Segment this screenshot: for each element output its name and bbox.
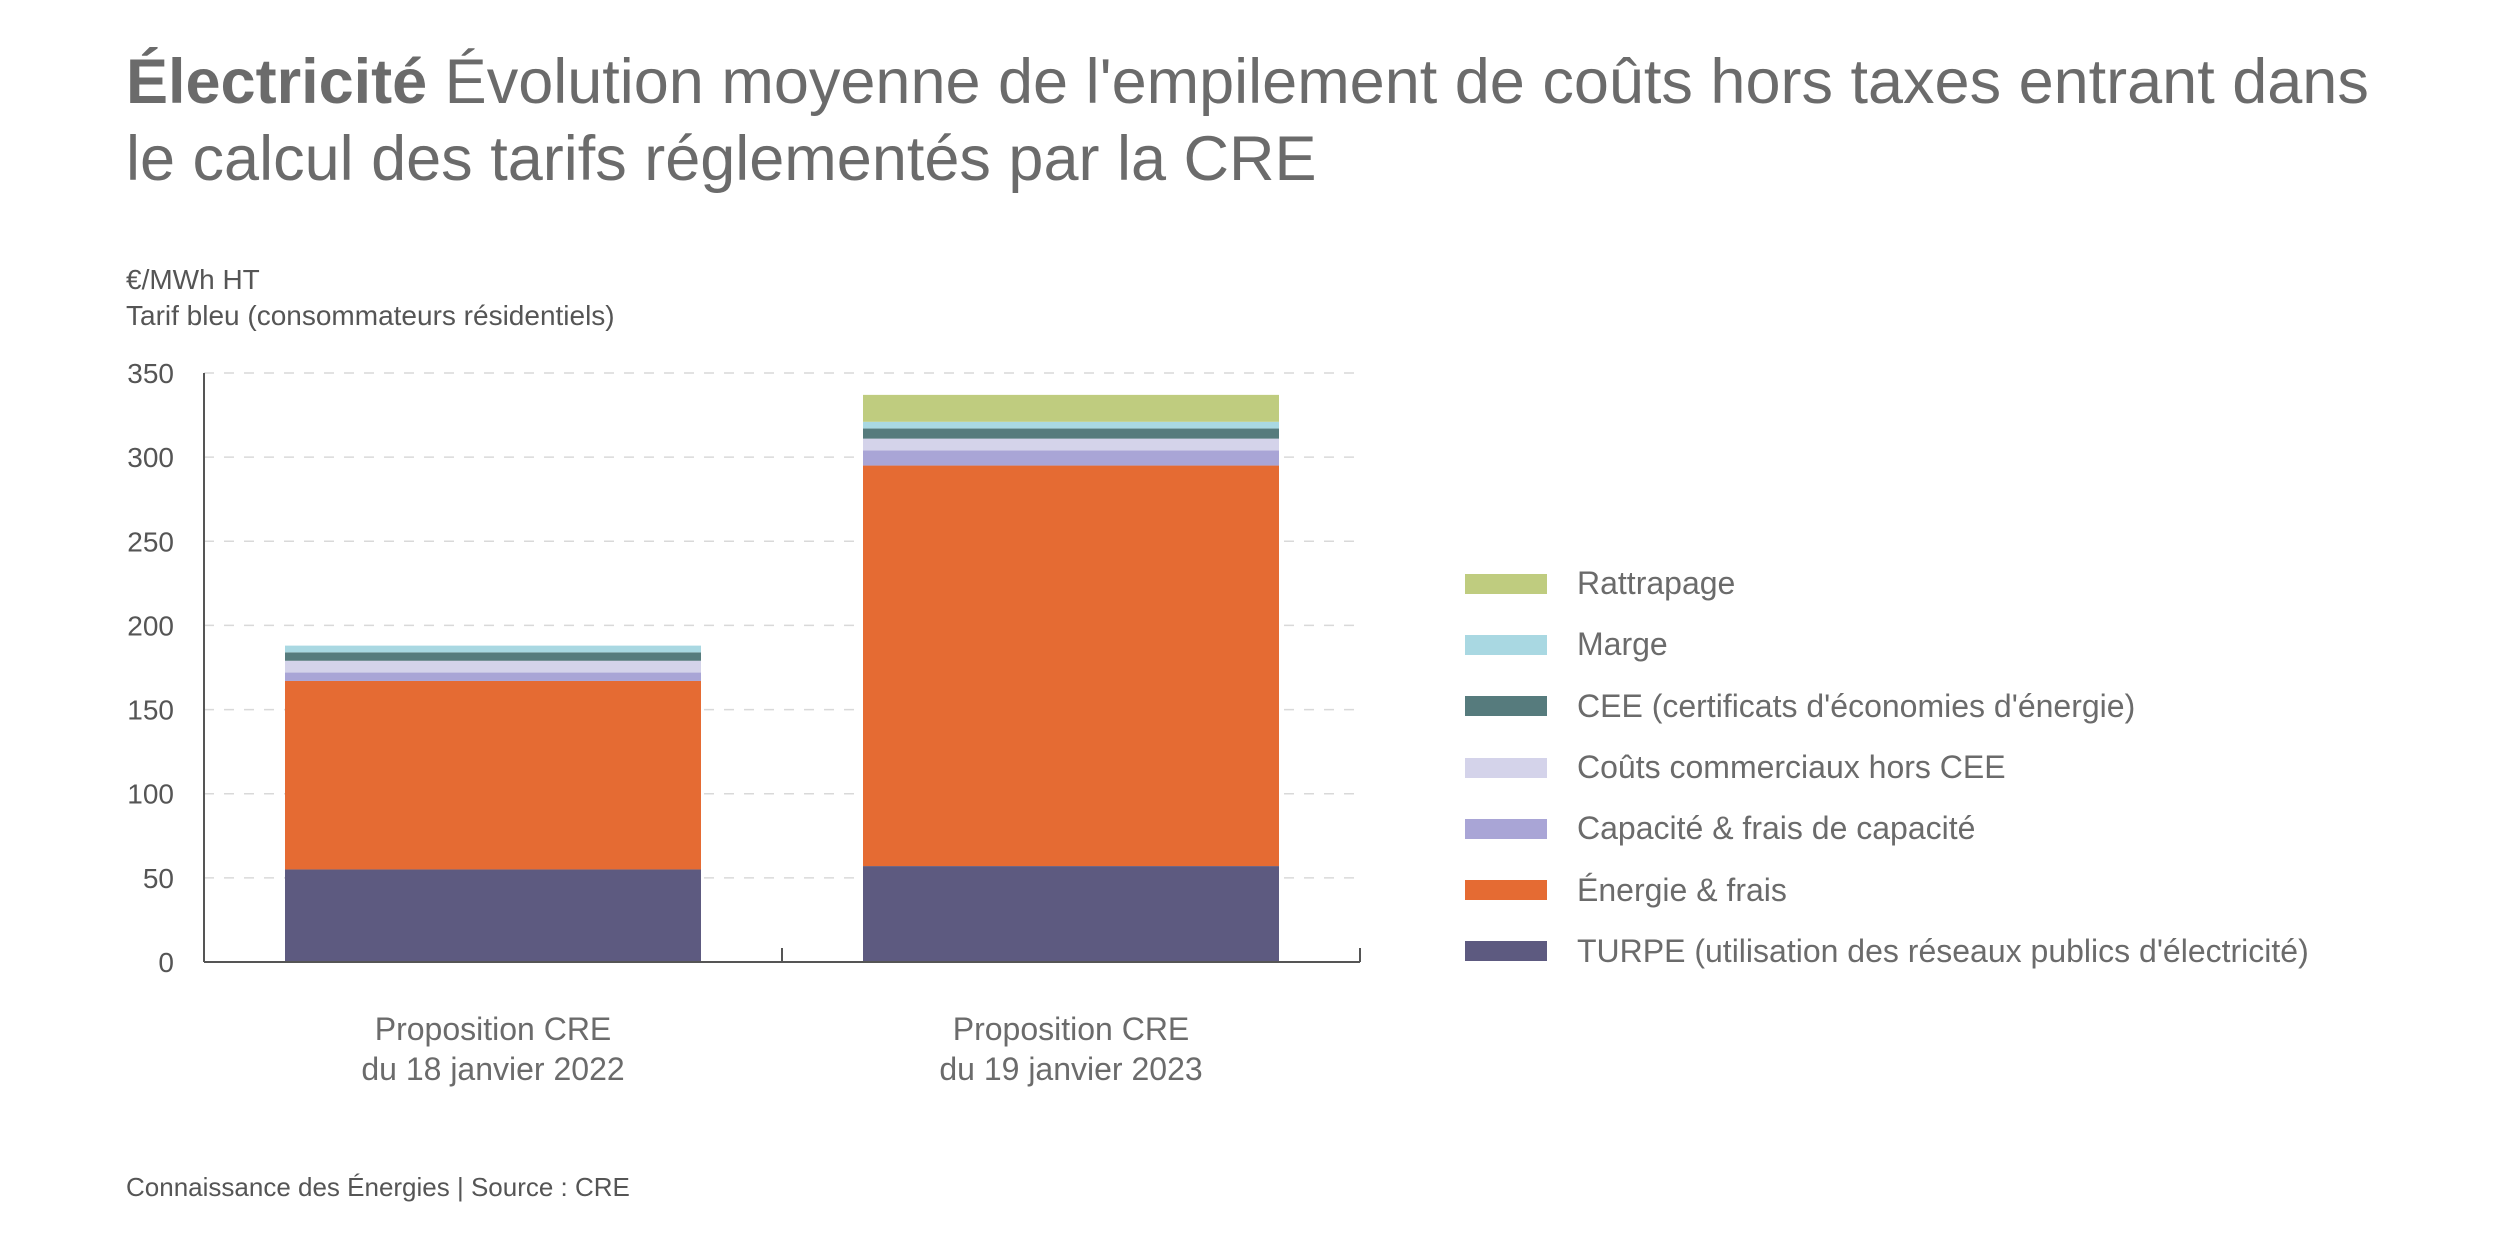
legend-item: Coûts commerciaux hors CEE (1465, 737, 2309, 798)
legend-swatch (1465, 757, 1547, 778)
stacked-bar-chart: 0 50 100 150 200 250 300 350 Proposition CRE du … (127, 358, 1361, 1087)
legend-label: Capacité & frais de capacité (1577, 810, 1976, 847)
legend-label: Coûts commerciaux hors CEE (1577, 749, 2006, 786)
legend-swatch (1465, 573, 1547, 594)
legend-label: TURPE (utilisation des réseaux publics d… (1577, 932, 2309, 969)
y-tick-label: 100 (127, 779, 174, 810)
y-tick-label: 250 (127, 526, 174, 557)
y-tick-label: 300 (127, 442, 174, 473)
x-tick-label: Proposition CRE du 19 janvier 2023 (939, 1011, 1202, 1087)
bar-segment (285, 652, 701, 661)
chart-title-rest: Évolution moyenne de l'empilement de coû… (126, 47, 2369, 194)
legend-swatch (1465, 696, 1547, 717)
bar-segment (863, 438, 1279, 451)
y-tick-label: 50 (143, 863, 174, 894)
legend-label: Énergie & frais (1577, 871, 1787, 908)
bar-segment (863, 428, 1279, 439)
x-tick-label: Proposition CRE du 18 janvier 2022 (361, 1011, 624, 1087)
bar-segment (863, 866, 1279, 962)
legend-item: TURPE (utilisation des réseaux publics d… (1465, 921, 2309, 982)
source-footer: Connaissance des Énergies | Source : CRE (126, 1172, 630, 1202)
legend-item: Rattrapage (1465, 553, 2309, 614)
legend-item: Marge (1465, 614, 2309, 675)
y-axis-label: €/MWh HT Tarif bleu (consommateurs résid… (126, 262, 615, 334)
y-axis-ticks: 0 50 100 150 200 250 300 350 (127, 358, 174, 978)
bar-segment (285, 645, 701, 653)
bar-segment (285, 869, 701, 962)
y-tick-label: 0 (158, 947, 174, 978)
chart-title: Électricité Évolution moyenne de l'empil… (126, 44, 2426, 198)
legend-item: Énergie & frais (1465, 859, 2309, 920)
legend-swatch (1465, 880, 1547, 901)
bars (285, 394, 1279, 962)
bar-segment (285, 660, 701, 673)
axes (203, 373, 1361, 963)
bar-segment (863, 465, 1279, 867)
legend-item: Capacité & frais de capacité (1465, 798, 2309, 859)
legend-label: Marge (1577, 626, 1668, 663)
bar-segment (285, 680, 701, 870)
x-axis-ticks: Proposition CRE du 18 janvier 2022 Proposi… (361, 1011, 1202, 1087)
legend: Rattrapage Marge CEE (certificats d'économ… (1465, 553, 2309, 982)
legend-swatch (1465, 818, 1547, 839)
y-axis-unit: €/MWh HT (126, 264, 260, 295)
y-tick-label: 350 (127, 358, 174, 389)
bar-segment (863, 450, 1279, 466)
legend-swatch (1465, 634, 1547, 655)
legend-swatch (1465, 941, 1547, 962)
y-axis-subtitle: Tarif bleu (consommateurs résidentiels) (126, 300, 615, 331)
legend-label: Rattrapage (1577, 565, 1736, 602)
legend-label: CEE (certificats d'économies d'énergie) (1577, 687, 2136, 724)
y-tick-label: 150 (127, 695, 174, 726)
chart-title-bold: Électricité (126, 47, 428, 117)
legend-item: CEE (certificats d'économies d'énergie) (1465, 676, 2309, 737)
bar-segment (285, 672, 701, 681)
y-tick-label: 200 (127, 610, 174, 641)
bar-segment (863, 394, 1279, 422)
bar-segment (863, 421, 1279, 429)
